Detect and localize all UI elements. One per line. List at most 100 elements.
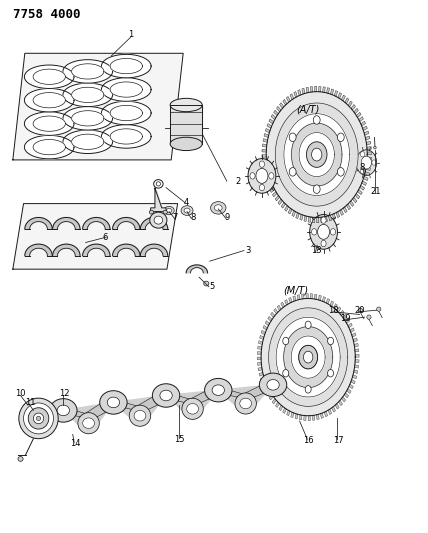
Text: 14: 14	[70, 440, 80, 448]
Polygon shape	[343, 314, 347, 319]
Polygon shape	[24, 135, 74, 159]
Polygon shape	[332, 407, 336, 412]
Ellipse shape	[306, 142, 327, 167]
Polygon shape	[323, 87, 325, 92]
Ellipse shape	[152, 384, 180, 407]
Polygon shape	[344, 393, 348, 398]
Polygon shape	[316, 414, 319, 419]
Polygon shape	[302, 88, 305, 94]
Polygon shape	[140, 244, 168, 256]
Polygon shape	[347, 389, 351, 393]
Text: 7758 4000: 7758 4000	[13, 8, 80, 21]
Text: 13: 13	[312, 246, 322, 255]
Polygon shape	[274, 309, 278, 314]
Text: 18: 18	[329, 306, 339, 314]
Polygon shape	[342, 397, 346, 402]
Text: 6: 6	[102, 233, 107, 241]
Polygon shape	[110, 59, 143, 74]
Ellipse shape	[154, 216, 163, 224]
Polygon shape	[52, 410, 97, 417]
Ellipse shape	[150, 212, 167, 228]
Polygon shape	[330, 89, 334, 95]
Ellipse shape	[50, 399, 77, 422]
Polygon shape	[258, 346, 262, 350]
Polygon shape	[354, 370, 358, 374]
Polygon shape	[361, 121, 366, 126]
Polygon shape	[276, 317, 340, 397]
Polygon shape	[63, 83, 113, 107]
Polygon shape	[13, 53, 183, 160]
Ellipse shape	[164, 206, 174, 215]
Ellipse shape	[305, 386, 311, 393]
Ellipse shape	[267, 379, 279, 390]
Polygon shape	[13, 204, 178, 269]
Polygon shape	[260, 335, 264, 340]
Ellipse shape	[327, 369, 333, 377]
Polygon shape	[290, 94, 294, 100]
Polygon shape	[257, 352, 261, 354]
Polygon shape	[155, 395, 201, 402]
Polygon shape	[286, 96, 290, 102]
Polygon shape	[53, 217, 80, 229]
Polygon shape	[151, 188, 166, 212]
Polygon shape	[25, 217, 52, 229]
Polygon shape	[262, 149, 266, 152]
Polygon shape	[71, 134, 104, 149]
Circle shape	[321, 217, 326, 223]
Ellipse shape	[337, 167, 344, 176]
Polygon shape	[262, 144, 267, 147]
Polygon shape	[279, 405, 283, 410]
Polygon shape	[354, 108, 358, 114]
Ellipse shape	[327, 337, 333, 345]
Polygon shape	[101, 101, 151, 125]
Ellipse shape	[303, 351, 313, 363]
Polygon shape	[33, 140, 65, 155]
Polygon shape	[352, 333, 356, 337]
Polygon shape	[308, 416, 310, 421]
Polygon shape	[285, 205, 288, 211]
Ellipse shape	[78, 413, 99, 434]
Polygon shape	[260, 377, 265, 382]
Polygon shape	[320, 413, 324, 418]
Polygon shape	[297, 295, 300, 300]
Circle shape	[360, 151, 365, 157]
Polygon shape	[367, 152, 372, 155]
Polygon shape	[314, 294, 317, 300]
Polygon shape	[353, 338, 357, 342]
Polygon shape	[299, 415, 302, 420]
Polygon shape	[354, 343, 358, 347]
Polygon shape	[363, 176, 368, 181]
Polygon shape	[237, 385, 284, 397]
Polygon shape	[266, 92, 367, 217]
Polygon shape	[265, 321, 270, 326]
Polygon shape	[346, 204, 351, 210]
Polygon shape	[264, 386, 268, 391]
Polygon shape	[293, 296, 296, 301]
Polygon shape	[63, 107, 113, 130]
Text: 21: 21	[371, 188, 381, 196]
Polygon shape	[33, 116, 65, 131]
Polygon shape	[304, 416, 306, 421]
Polygon shape	[83, 244, 110, 256]
Circle shape	[256, 168, 268, 183]
Text: 10: 10	[15, 389, 26, 398]
Polygon shape	[275, 103, 358, 206]
Polygon shape	[264, 169, 268, 173]
Polygon shape	[306, 87, 309, 93]
Polygon shape	[326, 298, 330, 304]
Polygon shape	[348, 101, 352, 107]
Polygon shape	[365, 172, 369, 176]
Polygon shape	[322, 297, 326, 302]
Polygon shape	[367, 147, 372, 150]
Polygon shape	[276, 106, 281, 112]
Text: 4: 4	[184, 198, 189, 207]
Ellipse shape	[204, 281, 209, 286]
Circle shape	[318, 224, 330, 239]
Ellipse shape	[214, 205, 222, 211]
Text: (A/T): (A/T)	[297, 104, 320, 114]
Polygon shape	[300, 214, 303, 220]
Ellipse shape	[289, 133, 296, 142]
Ellipse shape	[283, 337, 289, 345]
Polygon shape	[257, 357, 261, 360]
Polygon shape	[270, 312, 275, 318]
